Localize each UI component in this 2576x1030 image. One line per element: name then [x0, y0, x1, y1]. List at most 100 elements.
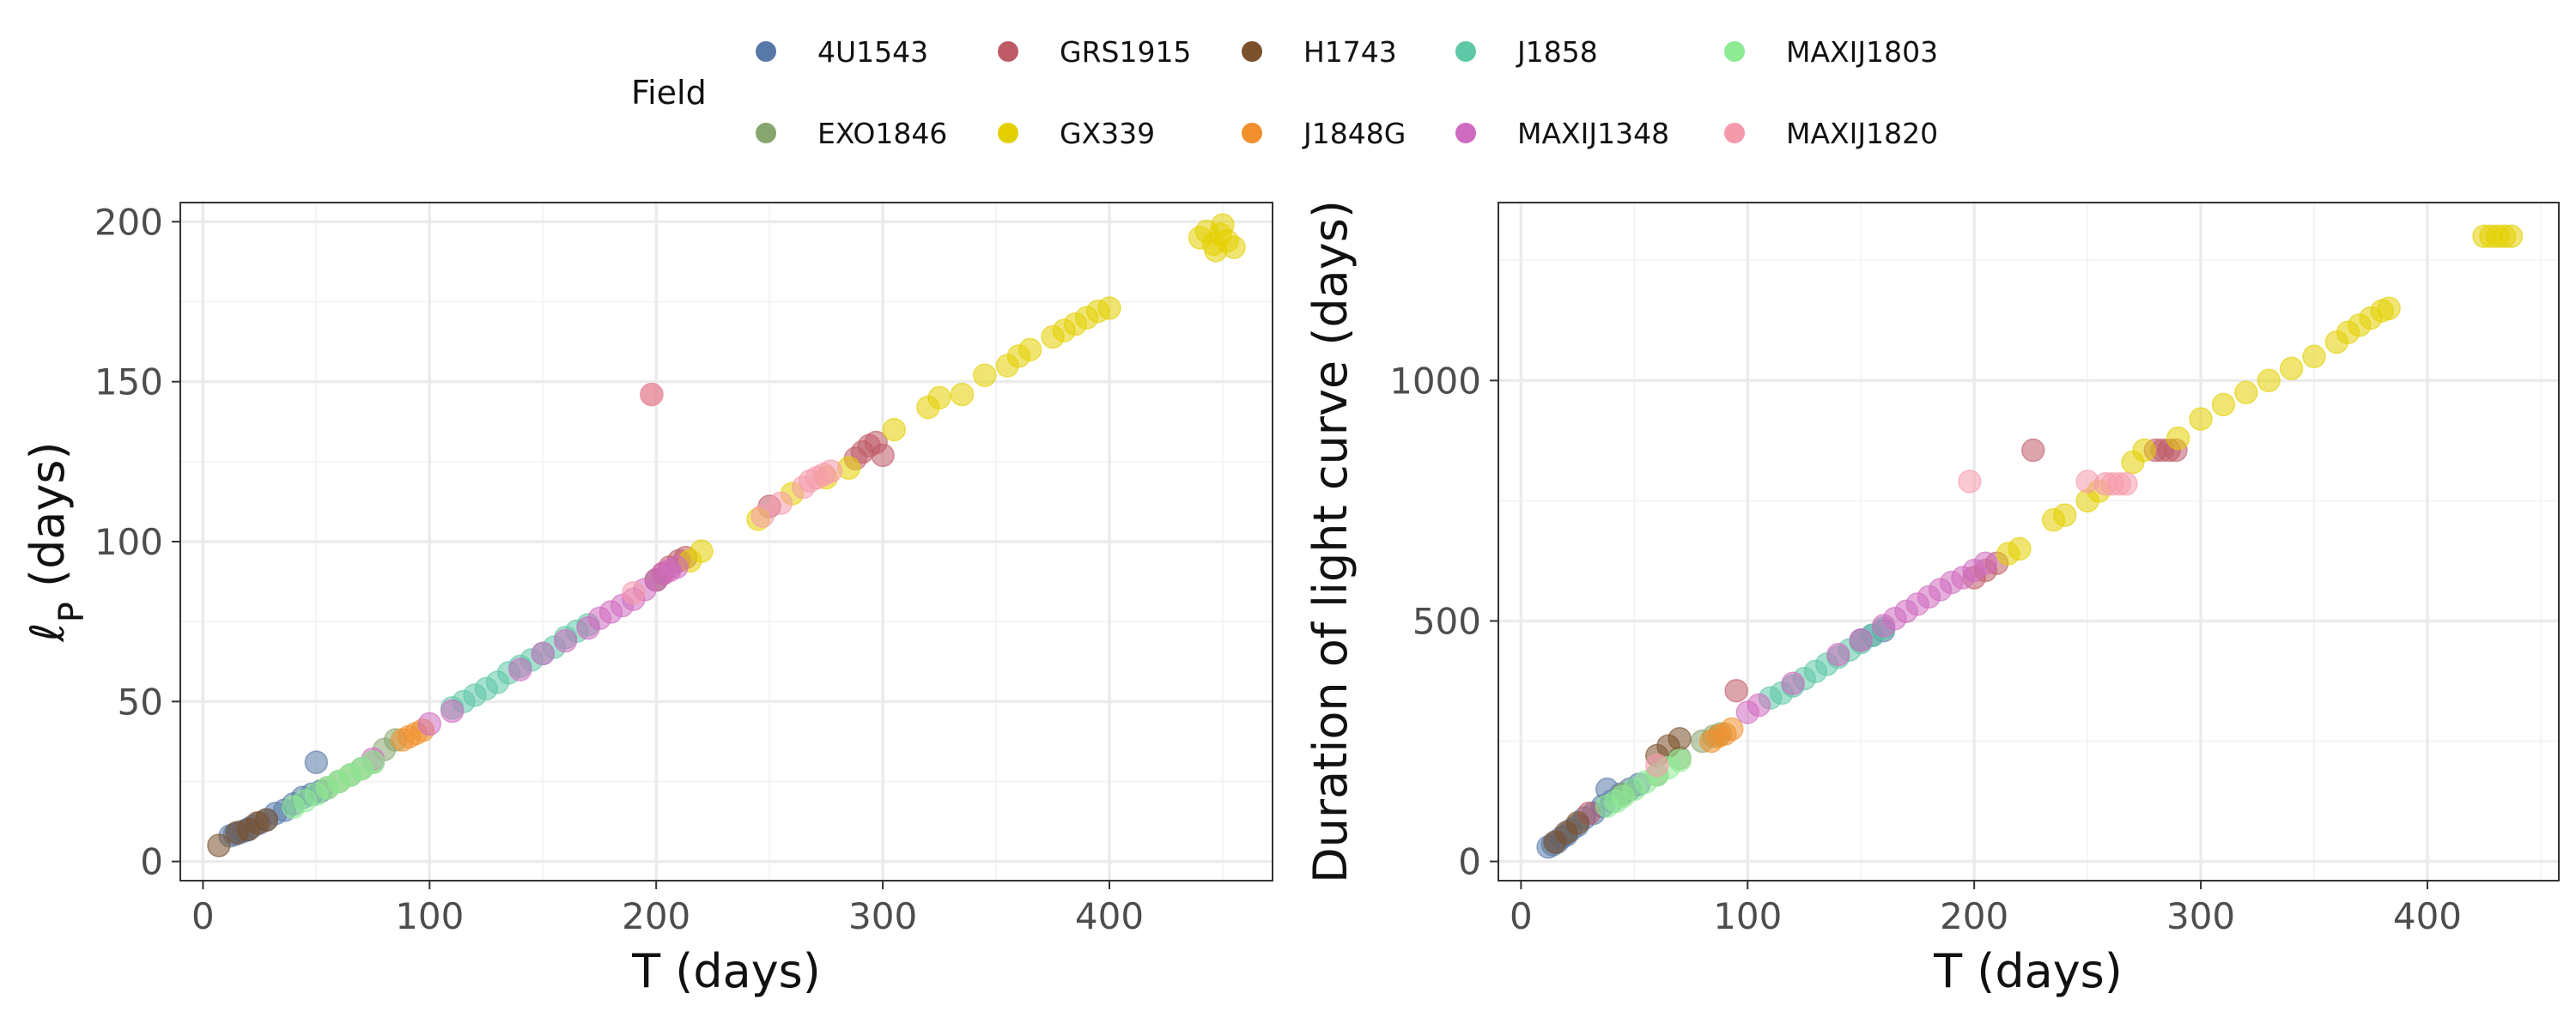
legend-swatch-h1743 — [1242, 41, 1262, 62]
chart-right: 0 100 200 300 400 0 500 1000 T (days) Duration … — [1303, 200, 2560, 998]
point-gx339 — [2302, 344, 2326, 369]
legend-swatch-gx339 — [998, 123, 1018, 143]
y-axis-title-right: Duration of light curve (days) — [1303, 200, 1358, 883]
point-grs1915 — [1724, 678, 1748, 703]
point-maxij1348 — [1849, 628, 1873, 652]
point-gx339 — [882, 417, 907, 442]
x-tick-label: 300 — [2166, 895, 2235, 937]
point-gx339 — [2189, 407, 2213, 431]
point-maxij1348 — [440, 699, 465, 724]
x-axis-title-right: T (days) — [1933, 944, 2123, 998]
x-tick-label: 400 — [2393, 895, 2462, 937]
point-4u1543 — [304, 750, 329, 774]
point-maxij1820 — [769, 491, 793, 516]
point-maxij1820 — [750, 504, 775, 528]
legend-swatch-maxij1348 — [1455, 123, 1476, 143]
legend: Field 4U1543 EXO1846 GRS1915 GX339 H1743 J184… — [631, 35, 1938, 150]
point-gx339 — [2132, 438, 2156, 463]
point-gx339 — [2052, 503, 2077, 527]
points-right — [1536, 224, 2524, 859]
y-tick-label: 150 — [94, 361, 163, 403]
legend-swatch-maxij1803 — [1724, 41, 1745, 62]
legend-label-grs1915: GRS1915 — [1060, 35, 1191, 69]
point-maxij1820 — [1958, 470, 1982, 494]
point-gx339 — [1097, 296, 1121, 320]
point-maxij1820 — [622, 580, 646, 605]
point-gx339 — [927, 385, 951, 410]
x-tick-label: 400 — [1075, 895, 1144, 937]
plot-border-right — [1498, 202, 2560, 882]
x-axis-title-left: T (days) — [631, 944, 821, 998]
point-gx339 — [2377, 296, 2401, 321]
point-maxij1348 — [508, 657, 532, 682]
points-left — [207, 213, 1246, 857]
point-gx339 — [2499, 224, 2524, 248]
x-tick-label: 200 — [622, 895, 690, 937]
legend-label-maxij1348: MAXIJ1348 — [1517, 117, 1669, 150]
legend-title: Field — [631, 74, 707, 112]
y-tick-label: 50 — [118, 681, 163, 723]
point-maxij1348 — [1747, 693, 1771, 718]
legend-swatch-j1848g — [1242, 123, 1262, 143]
point-h1743 — [254, 808, 279, 832]
point-maxij1348 — [1973, 551, 1998, 575]
point-maxij1348 — [1781, 671, 1805, 696]
point-gx339 — [1204, 239, 1228, 263]
x-tick-label: 300 — [848, 895, 917, 937]
legend-label-maxij1803: MAXIJ1803 — [1786, 35, 1938, 69]
point-gx339 — [950, 382, 975, 407]
x-tick-label: 0 — [191, 895, 215, 937]
point-gx339 — [2279, 356, 2304, 381]
y-tick-label: 0 — [140, 841, 163, 883]
legend-label-gx339: GX339 — [1060, 117, 1155, 150]
x-tick-label: 200 — [1940, 895, 2008, 937]
point-maxij1348 — [553, 628, 578, 653]
y-axis-title-left: ℓP (days) — [21, 441, 92, 642]
point-maxij1820 — [640, 382, 664, 407]
point-gx339 — [2008, 536, 2032, 561]
legend-label-4u1543: 4U1543 — [817, 35, 928, 69]
legend-swatch-maxij1820 — [1724, 123, 1745, 143]
point-grs1915 — [2021, 438, 2045, 463]
point-gx339 — [1211, 213, 1235, 237]
x-tick-label: 100 — [395, 895, 464, 937]
legend-label-j1848g: J1848G — [1302, 117, 1406, 150]
point-gx339 — [2234, 380, 2258, 405]
point-gx339 — [690, 539, 714, 563]
legend-label-j1858: J1858 — [1516, 35, 1598, 69]
y-tick-label: 0 — [1458, 841, 1481, 883]
y-tick-label: 1000 — [1389, 360, 1481, 402]
point-h1743 — [1565, 811, 1590, 835]
point-gx339 — [973, 363, 997, 387]
point-maxij1803 — [361, 750, 386, 774]
point-h1743 — [207, 833, 231, 857]
point-maxij1348 — [1826, 642, 1850, 667]
point-maxij1820 — [818, 459, 843, 483]
chart-left: 0 100 200 300 400 0 50 100 150 200 T (days) ℓP (d… — [21, 201, 1273, 998]
y-axis-title-left-sub: P — [52, 602, 92, 622]
point-maxij1348 — [665, 555, 689, 579]
x-tick-label: 100 — [1713, 895, 1782, 937]
x-tick-label: 0 — [1510, 895, 1533, 937]
ticks-left: 0 100 200 300 400 0 50 100 150 200 — [94, 201, 1144, 937]
y-tick-label: 100 — [94, 521, 163, 563]
point-gx339 — [2166, 426, 2190, 451]
point-maxij1820 — [2114, 472, 2138, 496]
point-maxij1348 — [531, 641, 555, 666]
point-j1848g — [1720, 717, 1744, 742]
y-axis-title-left-main: ℓ — [21, 622, 75, 642]
legend-swatch-4u1543 — [756, 41, 776, 62]
point-gx339 — [1018, 337, 1042, 362]
legend-label-maxij1820: MAXIJ1820 — [1786, 117, 1938, 150]
y-axis-title-left-rest: (days) — [21, 441, 75, 602]
point-gx339 — [2211, 392, 2236, 417]
legend-items: 4U1543 EXO1846 GRS1915 GX339 H1743 J1848G J185… — [756, 35, 1938, 150]
legend-swatch-exo1846 — [756, 123, 776, 143]
y-tick-label: 500 — [1413, 600, 1481, 642]
legend-swatch-grs1915 — [998, 41, 1018, 62]
point-maxij1803 — [1668, 748, 1692, 772]
y-tick-label: 200 — [94, 201, 163, 243]
legend-label-exo1846: EXO1846 — [817, 117, 947, 150]
point-grs1915 — [871, 443, 895, 468]
